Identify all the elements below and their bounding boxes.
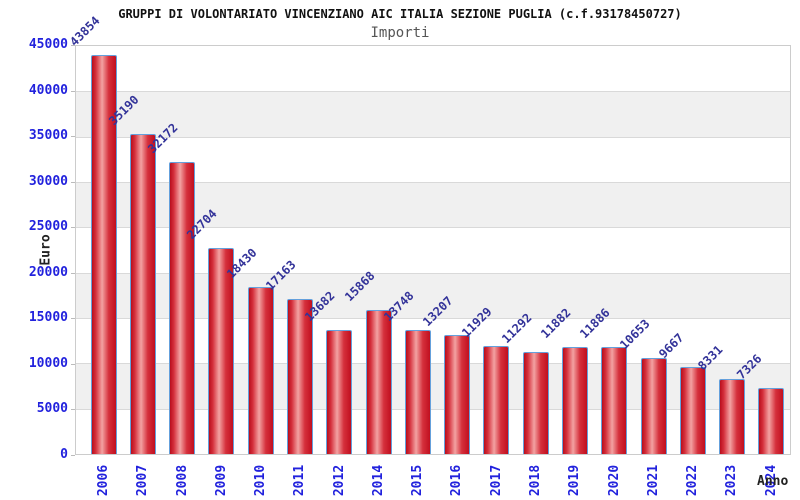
- x-tick-label: 2014: [361, 461, 397, 499]
- plot-band: [76, 91, 790, 137]
- y-tick-mark: [71, 363, 75, 365]
- x-tick-label-text: 2023: [724, 464, 740, 496]
- x-tick-label: 2018: [518, 461, 554, 499]
- y-tick-label: 30000: [28, 173, 68, 189]
- bar-2007: [129, 134, 156, 454]
- bar-2018: [522, 352, 549, 454]
- gridline: [76, 227, 790, 229]
- y-tick-mark: [71, 90, 75, 92]
- y-tick-mark: [71, 181, 75, 183]
- y-tick-label: 45000: [28, 37, 68, 52]
- x-tick-label: 2019: [557, 461, 593, 499]
- chart-title: GRUPPI DI VOLONTARIATO VINCENZIANO AIC I…: [118, 7, 682, 21]
- x-tick-label: 2008: [164, 461, 200, 499]
- x-tick-label: 2007: [125, 461, 161, 499]
- gridline: [76, 318, 790, 319]
- gridline: [76, 182, 790, 183]
- x-tick-label: 2012: [321, 461, 357, 499]
- x-tick-label: 2010: [243, 461, 279, 499]
- gridline: [76, 408, 790, 410]
- x-tick-label: 2020: [596, 461, 632, 499]
- bar-2015: [404, 329, 431, 454]
- y-tick-label: 35000: [28, 128, 68, 144]
- plot-band: [76, 46, 790, 91]
- x-tick-label-text: 2018: [528, 464, 544, 496]
- gridline: [76, 272, 790, 274]
- gridline: [76, 91, 790, 93]
- chart-subtitle: Importi: [370, 25, 430, 41]
- y-tick-label: 0: [60, 447, 68, 462]
- x-tick-label: 2009: [203, 461, 239, 499]
- x-tick-label-text: 2019: [567, 464, 583, 496]
- y-tick-label: 25000: [28, 219, 68, 235]
- bar-2017: [483, 346, 510, 454]
- bar-2021: [640, 357, 667, 454]
- x-tick-label: 2021: [636, 461, 672, 499]
- x-tick-label: 2022: [675, 461, 711, 499]
- bar-2024: [758, 388, 785, 454]
- bar-2014: [365, 310, 392, 454]
- y-tick-mark: [71, 455, 75, 456]
- x-tick-label-text: 2008: [174, 464, 190, 496]
- y-tick-mark: [71, 318, 75, 320]
- gridline: [76, 363, 790, 365]
- x-tick-label-text: 2017: [488, 464, 504, 496]
- bar-2011: [287, 298, 314, 454]
- bar-2008: [169, 161, 196, 454]
- x-tick-label-text: 2015: [410, 464, 426, 496]
- bar-2016: [444, 334, 471, 454]
- bar-2023: [719, 379, 746, 454]
- y-tick-mark: [71, 409, 75, 411]
- bar-2009: [208, 248, 235, 454]
- x-axis-title: Anno: [757, 474, 789, 489]
- x-tick-label-text: 2011: [292, 464, 308, 496]
- x-tick-label: 2015: [400, 461, 436, 499]
- y-tick-label: 20000: [28, 264, 68, 280]
- x-tick-label-text: 2016: [449, 464, 465, 496]
- bar-2006: [90, 55, 117, 454]
- y-tick-mark: [71, 227, 75, 229]
- x-tick-label-text: 2012: [331, 464, 347, 496]
- y-axis-title: Euro: [38, 234, 54, 266]
- x-tick-label: 2023: [714, 461, 750, 499]
- x-tick-label-text: 2007: [135, 464, 151, 496]
- y-tick-mark: [71, 272, 75, 274]
- y-tick-label: 40000: [28, 82, 68, 98]
- x-tick-label-text: 2014: [371, 464, 387, 496]
- x-tick-label-text: 2020: [606, 464, 622, 496]
- y-tick-mark: [71, 45, 75, 46]
- x-tick-label: 2006: [86, 461, 122, 499]
- x-tick-label-text: 2010: [253, 464, 269, 496]
- x-tick-label: 2011: [282, 461, 318, 499]
- gridline: [76, 136, 790, 138]
- bar-2019: [561, 346, 588, 454]
- x-tick-label-text: 2021: [646, 464, 662, 496]
- y-tick-label: 15000: [28, 310, 68, 326]
- y-tick-label: 5000: [36, 401, 68, 417]
- x-tick-label: 2016: [439, 461, 475, 499]
- x-tick-label-text: 2006: [96, 464, 112, 496]
- bar-2012: [326, 330, 353, 454]
- bar-2020: [601, 346, 628, 454]
- x-tick-label-text: 2009: [213, 464, 229, 496]
- bar-2010: [247, 287, 274, 454]
- bar-2022: [679, 366, 706, 454]
- y-tick-label: 10000: [28, 355, 68, 371]
- x-tick-label-text: 2022: [685, 464, 701, 496]
- x-tick-label: 2017: [478, 461, 514, 499]
- y-tick-mark: [71, 136, 75, 138]
